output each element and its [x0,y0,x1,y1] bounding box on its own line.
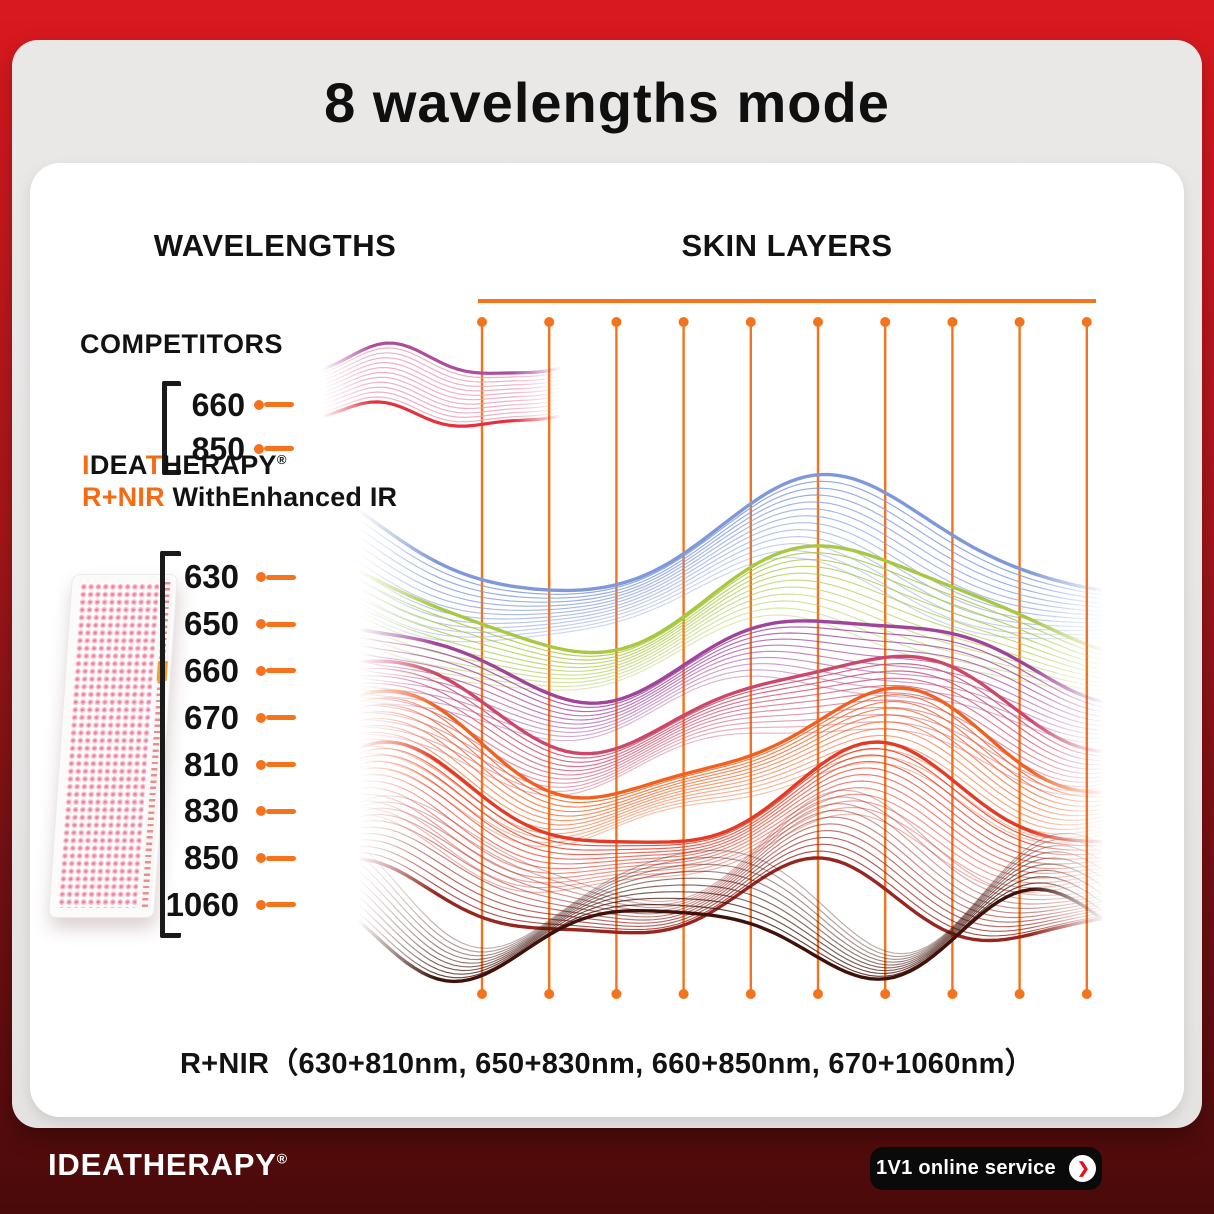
wavelength-value: 850 [183,839,239,877]
wavelength-marker-icon [254,443,294,454]
competitor-wavelength-850: 850 [191,431,245,467]
competitors-bracket [162,381,181,475]
wavelength-row: 670 [0,694,296,741]
wavelength-row: 850 [0,835,296,882]
wavelength-value: 660 [183,651,239,689]
brand-subtitle-rest: WithEnhanced IR [164,482,398,512]
wavelength-marker-icon [254,399,294,410]
registered-mark: ® [276,452,287,467]
competitors-label: COMPETITORS [80,329,284,359]
wavelength-marker-icon [256,572,296,583]
wavelength-marker-icon [256,853,296,864]
online-service-button[interactable]: 1V1 online service ❯ [870,1147,1102,1190]
brand-seg-2: DEA [89,450,146,480]
wavelength-value: 630 [183,558,239,596]
wavelength-marker-icon [256,806,296,817]
wavelength-list: 630 650 660 670 810 830 850 1060 [0,554,296,928]
wavelength-value: 810 [183,745,239,783]
wavelength-value: 670 [183,698,239,736]
wavelength-row: 810 [0,741,296,788]
page-title: 8 wavelengths mode [324,71,890,134]
wavelength-marker-icon [256,899,296,910]
wavelength-marker-icon [256,619,296,630]
brand-seg-1: I [82,450,90,480]
wavelength-row: 650 [0,601,296,648]
wavelength-marker-icon [256,759,296,770]
wavelengths-heading: WAVELENGTHS [153,228,397,263]
brand-logo: IDEATHERAPY® [82,450,287,481]
chevron-circle: ❯ [1068,1155,1096,1182]
wavelength-marker-icon [256,665,296,676]
chevron-right-icon: ❯ [1077,1160,1090,1177]
brand-subtitle-highlight: R+NIR [82,482,165,512]
skin-layers-heading: SKIN LAYERS [681,228,893,263]
wavelengths-bracket [160,551,181,938]
footer-logo: IDEATHERAPY® [48,1147,288,1183]
wavelength-row: 830 [0,788,296,835]
brand-seg-4: HERAPY [162,450,277,480]
wavelength-marker-icon [256,712,296,723]
wavelength-value: 830 [183,792,239,830]
footer-logo-text: IDEATHERAPY [48,1147,277,1182]
wavelength-row: 630 [0,554,296,601]
wavelength-row: 1060 [0,882,296,929]
online-service-label: 1V1 online service [876,1157,1056,1179]
wavelength-value: 650 [183,605,239,643]
registered-mark: ® [276,1150,288,1167]
brand-seg-3: T [145,450,163,480]
pairing-footnote: R+NIR（630+810nm, 650+830nm, 660+850nm, 6… [179,1048,1035,1080]
brand-subtitle: R+NIR WithEnhanced IR [82,482,397,513]
wavelength-value: 1060 [165,885,239,923]
competitor-wavelength-660: 660 [191,387,245,423]
wavelength-row: 660 [0,648,296,695]
